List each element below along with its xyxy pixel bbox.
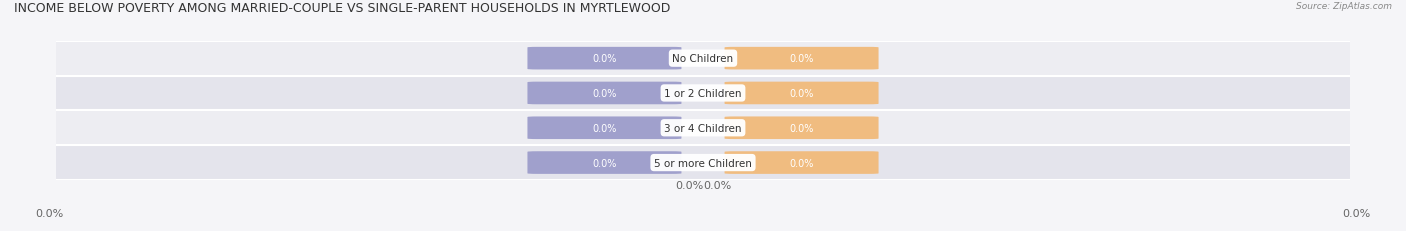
Text: 0.0%: 0.0% — [592, 123, 617, 133]
Text: 0.0%: 0.0% — [592, 54, 617, 64]
Text: 0.0%: 0.0% — [789, 158, 814, 168]
Bar — [56, 146, 1350, 180]
FancyBboxPatch shape — [527, 117, 682, 140]
Text: 0.0%: 0.0% — [35, 208, 63, 218]
Text: No Children: No Children — [672, 54, 734, 64]
Text: 0.0%: 0.0% — [789, 88, 814, 99]
Bar — [56, 111, 1350, 146]
Text: 0.0%: 0.0% — [1343, 208, 1371, 218]
Legend: Married Couples, Single Parents: Married Couples, Single Parents — [599, 229, 807, 231]
Text: 5 or more Children: 5 or more Children — [654, 158, 752, 168]
FancyBboxPatch shape — [527, 82, 682, 105]
Bar — [56, 76, 1350, 111]
FancyBboxPatch shape — [527, 48, 682, 70]
FancyBboxPatch shape — [527, 152, 682, 174]
Text: Source: ZipAtlas.com: Source: ZipAtlas.com — [1296, 2, 1392, 11]
Text: 0.0%: 0.0% — [789, 54, 814, 64]
Bar — [56, 42, 1350, 76]
Text: 0.0%: 0.0% — [703, 180, 731, 190]
Text: 1 or 2 Children: 1 or 2 Children — [664, 88, 742, 99]
Text: 3 or 4 Children: 3 or 4 Children — [664, 123, 742, 133]
FancyBboxPatch shape — [724, 117, 879, 140]
Text: 0.0%: 0.0% — [592, 88, 617, 99]
FancyBboxPatch shape — [724, 48, 879, 70]
Text: 0.0%: 0.0% — [789, 123, 814, 133]
FancyBboxPatch shape — [724, 82, 879, 105]
Text: INCOME BELOW POVERTY AMONG MARRIED-COUPLE VS SINGLE-PARENT HOUSEHOLDS IN MYRTLEW: INCOME BELOW POVERTY AMONG MARRIED-COUPL… — [14, 2, 671, 15]
FancyBboxPatch shape — [724, 152, 879, 174]
Text: 0.0%: 0.0% — [675, 180, 703, 190]
Text: 0.0%: 0.0% — [592, 158, 617, 168]
